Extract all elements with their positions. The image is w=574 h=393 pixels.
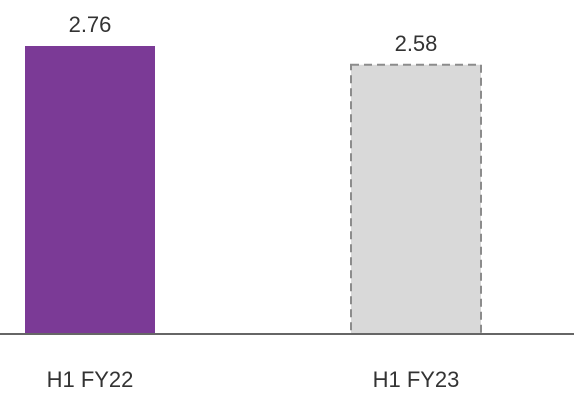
- bars-layer: [25, 46, 482, 335]
- value-label: 2.76: [69, 12, 112, 37]
- bar-h1-fy23: [350, 63, 482, 335]
- bar-h1-fy22: [25, 46, 155, 334]
- x-tick-label: H1 FY23: [373, 367, 460, 392]
- x-tick-labels-layer: H1 FY22 H1 FY23: [47, 367, 460, 392]
- value-label: 2.58: [395, 31, 438, 56]
- x-tick-label: H1 FY22: [47, 367, 134, 392]
- value-labels-layer: 2.76 2.58: [69, 12, 438, 56]
